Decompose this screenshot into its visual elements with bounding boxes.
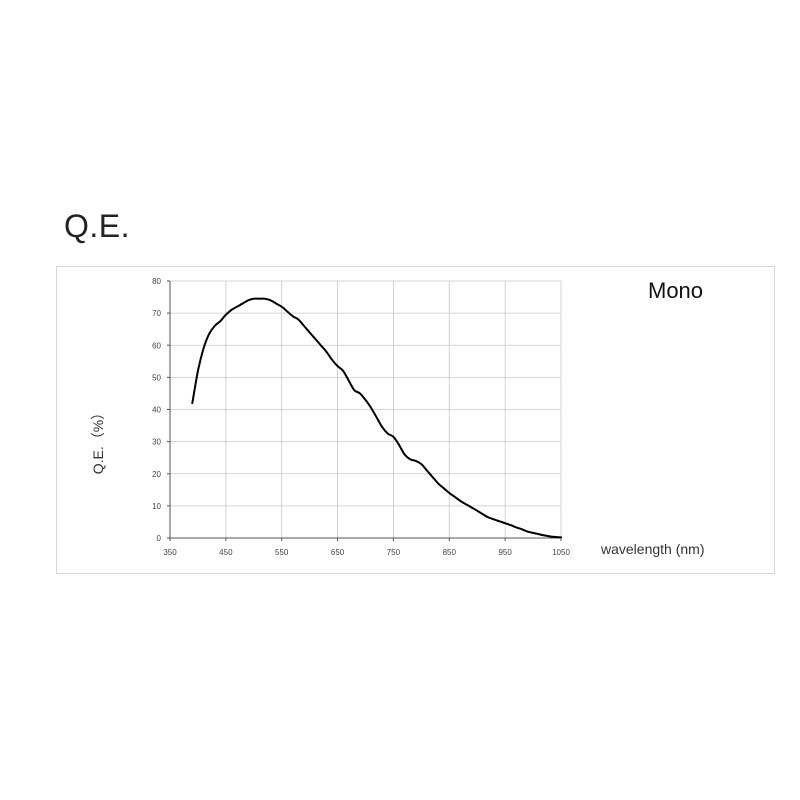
- x-tick-label: 850: [443, 548, 457, 557]
- x-tick-label: 350: [163, 548, 177, 557]
- y-tick-label: 80: [152, 277, 161, 286]
- chart-frame: [56, 266, 775, 574]
- x-axis-label: wavelength (nm): [601, 541, 705, 557]
- series-line-mono: [191, 297, 562, 539]
- x-tick-label: 650: [331, 548, 345, 557]
- chart-ticks: 350 450 550 650 750 850 950 1050 0 10 20 30 40 50 60 70…: [152, 277, 570, 557]
- y-tick-label: 20: [152, 470, 161, 479]
- y-tick-label: 70: [152, 309, 161, 318]
- y-tick-label: 50: [152, 373, 161, 382]
- x-tick-label: 1050: [552, 548, 570, 557]
- x-tick-label: 550: [275, 548, 289, 557]
- series-label: Mono: [648, 278, 704, 303]
- y-tick-label: 30: [152, 438, 161, 447]
- x-tick-label: 750: [387, 548, 401, 557]
- x-tick-label: 950: [498, 548, 512, 557]
- y-tick-label: 60: [152, 341, 161, 350]
- y-tick-label: 0: [157, 534, 162, 543]
- chart-series: [191, 297, 562, 539]
- chart-grid: [169, 280, 562, 539]
- y-axis-label: Q.E.（%）: [90, 405, 106, 475]
- x-tick-label: 450: [219, 548, 233, 557]
- page-title: Q.E.: [64, 208, 131, 244]
- y-tick-label: 10: [152, 502, 161, 511]
- y-tick-label: 40: [152, 406, 161, 415]
